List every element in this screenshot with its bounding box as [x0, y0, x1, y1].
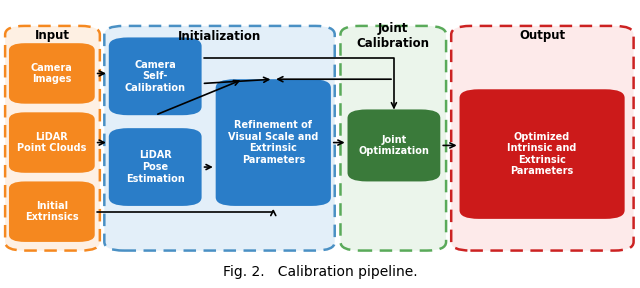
FancyBboxPatch shape [9, 181, 95, 242]
Text: Joint
Optimization: Joint Optimization [358, 135, 429, 156]
Text: Initialization: Initialization [178, 29, 261, 43]
Text: Joint
Calibration: Joint Calibration [356, 22, 429, 50]
FancyBboxPatch shape [109, 37, 202, 115]
Text: Camera
Self-
Calibration: Camera Self- Calibration [125, 60, 186, 93]
Text: Input: Input [35, 29, 70, 43]
FancyBboxPatch shape [104, 26, 335, 251]
Text: Camera
Images: Camera Images [31, 63, 73, 84]
FancyBboxPatch shape [216, 79, 331, 206]
Text: LiDAR
Pose
Estimation: LiDAR Pose Estimation [126, 150, 184, 184]
Text: Optimized
Intrinsic and
Extrinsic
Parameters: Optimized Intrinsic and Extrinsic Parame… [508, 132, 577, 177]
Text: LiDAR
Point Clouds: LiDAR Point Clouds [17, 132, 86, 154]
Text: Initial
Extrinsics: Initial Extrinsics [25, 201, 79, 222]
FancyBboxPatch shape [348, 109, 440, 181]
FancyBboxPatch shape [9, 112, 95, 173]
Text: Refinement of
Visual Scale and
Extrinsic
Parameters: Refinement of Visual Scale and Extrinsic… [228, 120, 319, 165]
FancyBboxPatch shape [451, 26, 634, 251]
FancyBboxPatch shape [340, 26, 446, 251]
FancyBboxPatch shape [9, 43, 95, 104]
FancyBboxPatch shape [460, 89, 625, 219]
FancyBboxPatch shape [109, 128, 202, 206]
Text: Output: Output [520, 29, 566, 43]
FancyBboxPatch shape [5, 26, 100, 251]
Text: Fig. 2.   Calibration pipeline.: Fig. 2. Calibration pipeline. [223, 265, 417, 279]
